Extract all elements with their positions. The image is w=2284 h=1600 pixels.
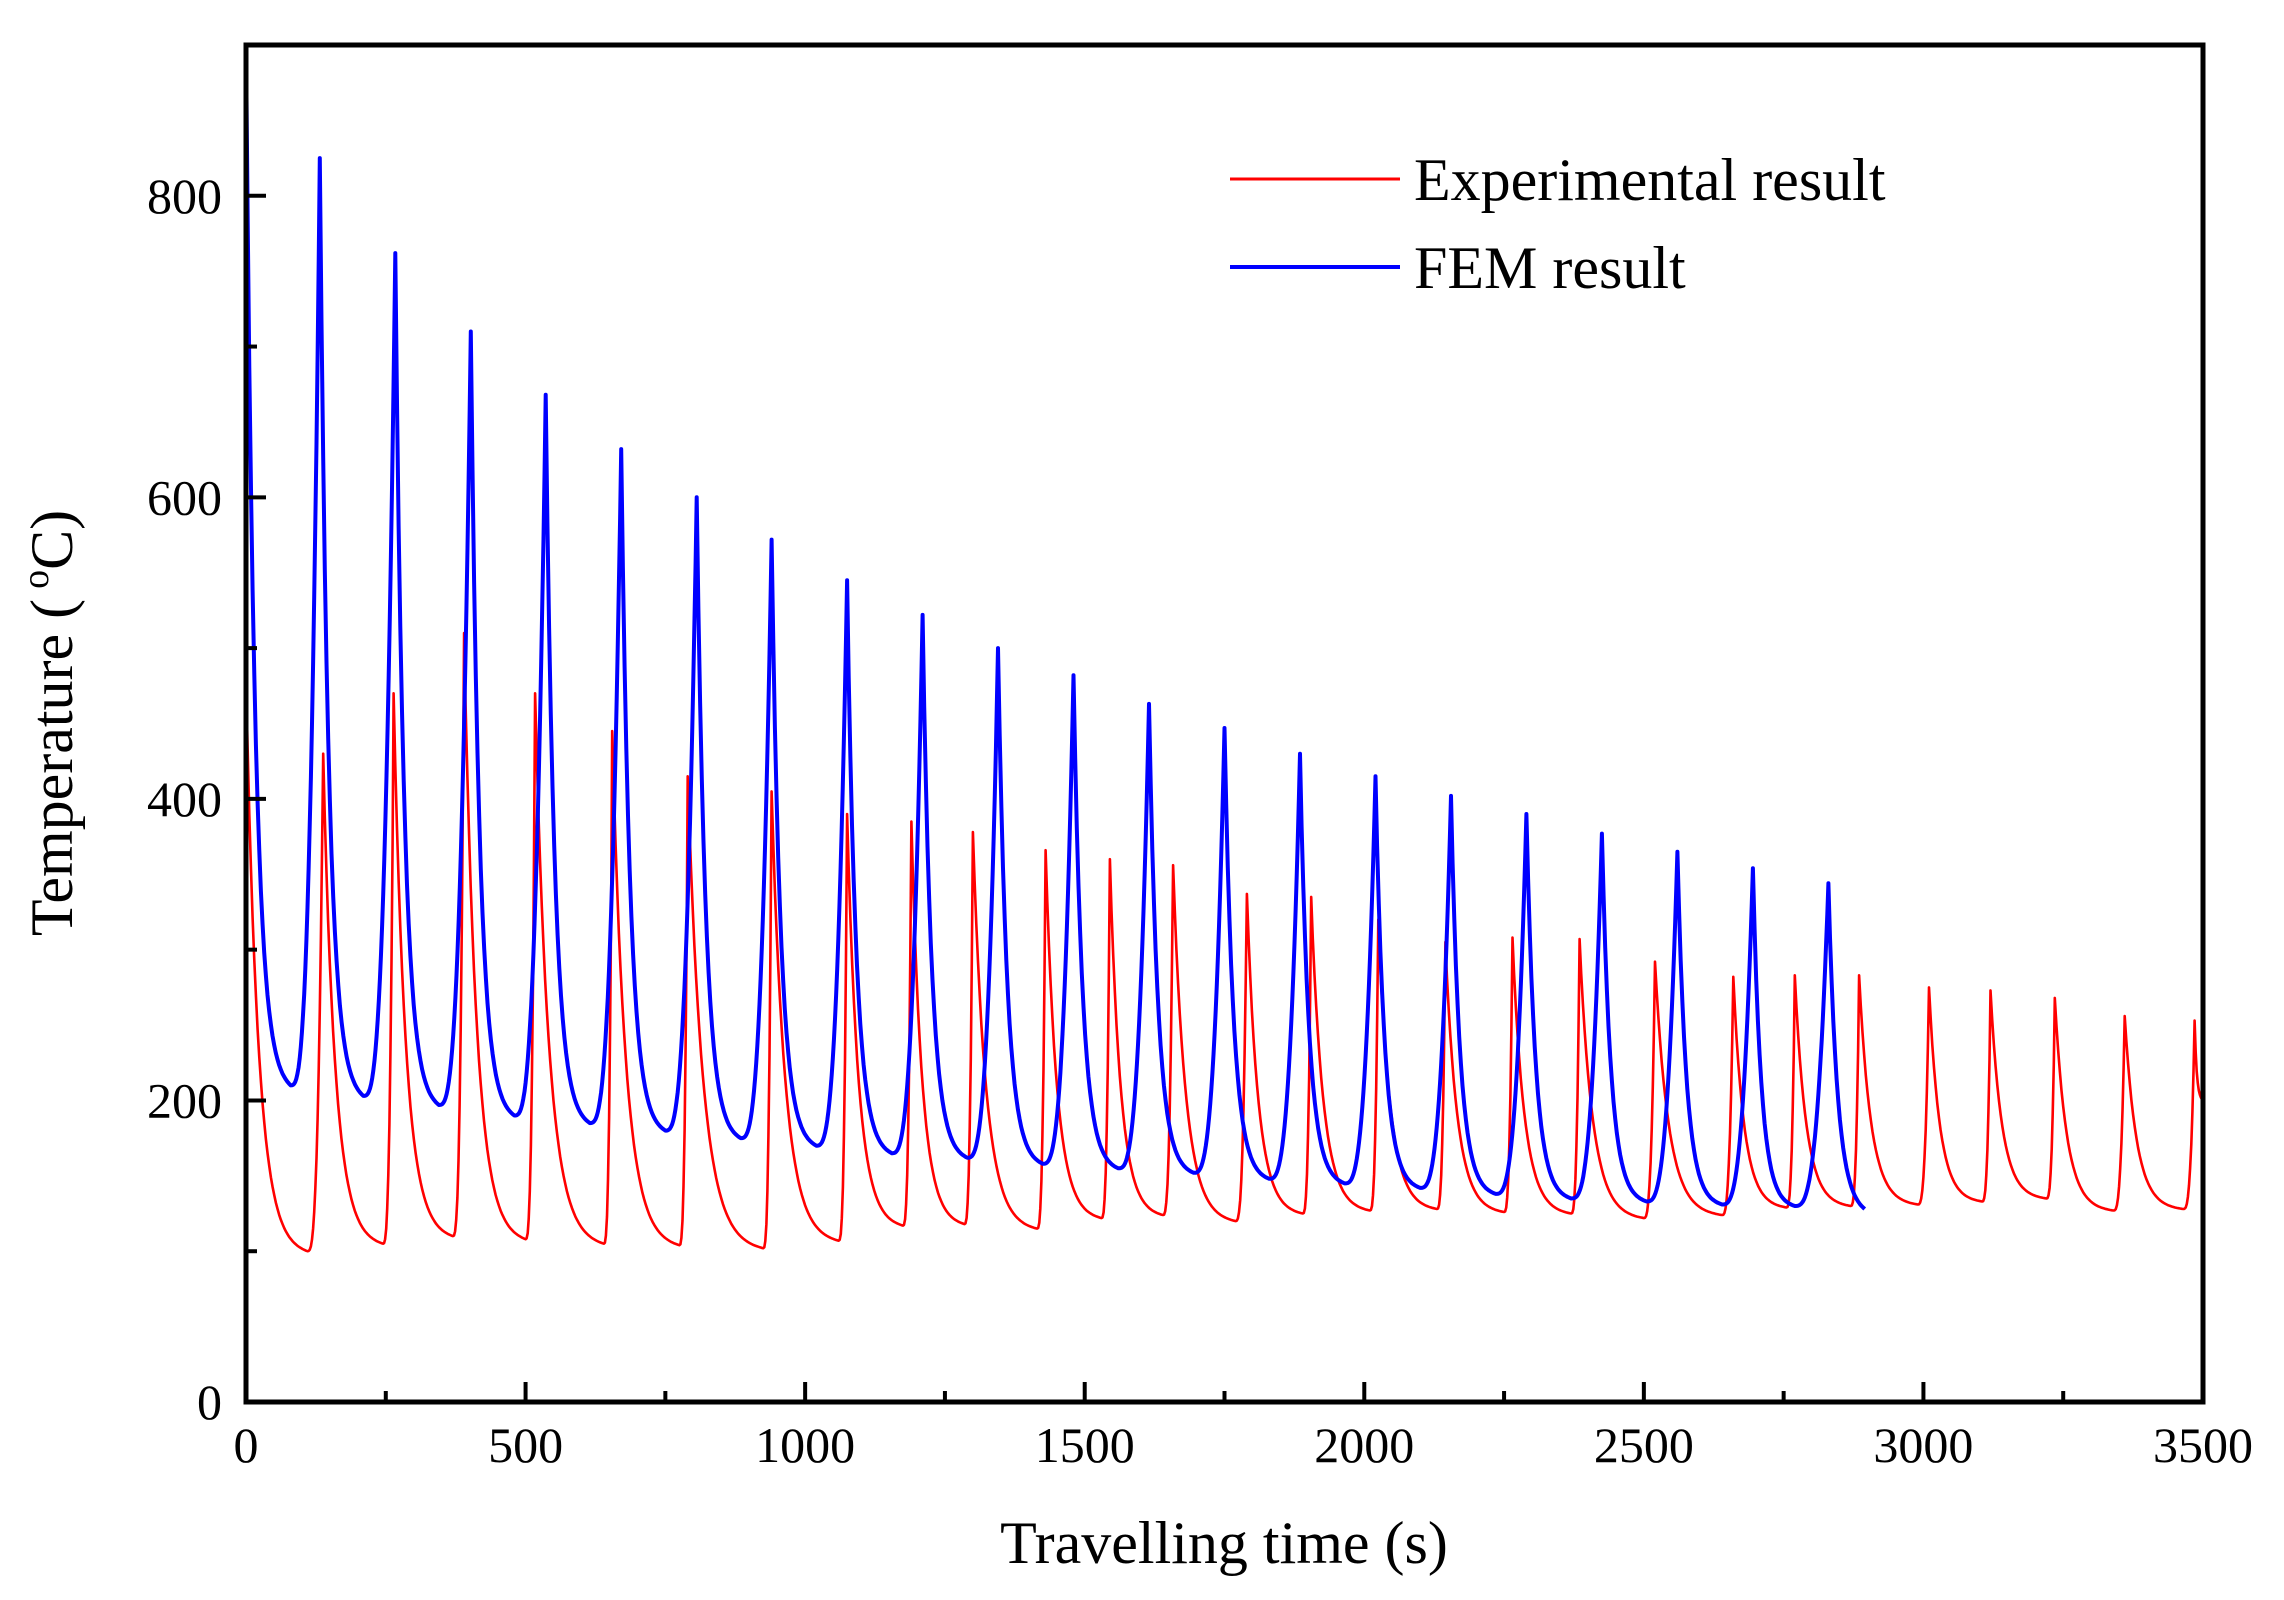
x-axis-title: Travelling time (s) <box>1000 1510 1448 1576</box>
y-tick-label-800: 800 <box>147 168 222 224</box>
ticks-layer: 0 500 1000 1500 2000 2500 3000 3500 0 200 400 600 80… <box>147 168 2253 1473</box>
y-tick-label-600: 600 <box>147 469 222 525</box>
x-tick-label-2000: 2000 <box>1314 1417 1414 1473</box>
series-experimental-line <box>246 631 2203 1253</box>
y-axis-title-sup: o <box>15 570 57 589</box>
x-tick-label-500: 500 <box>488 1417 563 1473</box>
series-fem-line <box>246 45 1867 1211</box>
legend-label-experimental: Experimental result <box>1414 147 1886 213</box>
x-tick-label-3500: 3500 <box>2153 1417 2253 1473</box>
legend: Experimental result FEM result <box>1230 147 1886 301</box>
y-axis-title-unit: C) <box>19 510 85 570</box>
series-layer <box>246 45 2203 1253</box>
x-tick-label-3000: 3000 <box>1873 1417 1973 1473</box>
x-tick-label-2500: 2500 <box>1594 1417 1694 1473</box>
x-tick-label-1000: 1000 <box>755 1417 855 1473</box>
x-tick-label-1500: 1500 <box>1035 1417 1135 1473</box>
y-tick-label-200: 200 <box>147 1072 222 1128</box>
y-tick-label-400: 400 <box>147 771 222 827</box>
y-axis-title: Temperature ( oC) <box>15 510 85 936</box>
y-axis-title-main: Temperature ( <box>19 599 85 936</box>
x-tick-label-0: 0 <box>234 1417 259 1473</box>
legend-label-fem: FEM result <box>1414 235 1686 301</box>
y-tick-label-0: 0 <box>197 1374 222 1430</box>
